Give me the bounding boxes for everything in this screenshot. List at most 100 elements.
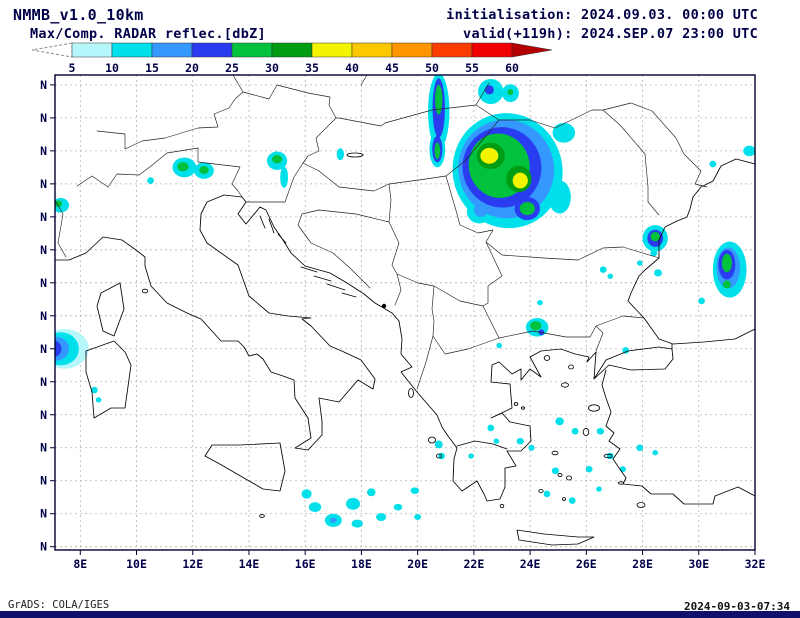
colorbar-tick-label: 20 (185, 61, 199, 75)
colorbar-box (71, 42, 113, 58)
lat-label: 47N (40, 144, 47, 158)
radar-echo (308, 502, 322, 513)
colorbar-box (271, 42, 313, 58)
radar-echo (95, 397, 102, 403)
lat-label: 48N (40, 111, 47, 125)
field-title: Max/Comp. RADAR reflec.[dbZ] (30, 26, 266, 42)
coast-marker (381, 303, 387, 309)
model-title: NMMB_v1.0_10km (13, 6, 144, 24)
colorbar-underflow-arrow (31, 42, 73, 58)
radar-echo (493, 438, 500, 444)
small-islands (141, 152, 646, 518)
radar-echo (199, 166, 209, 174)
colorbar-tick-label: 35 (305, 61, 319, 75)
island-crete (516, 529, 595, 546)
radar-echo (410, 487, 420, 494)
radar-echo (530, 321, 542, 331)
lat-label: 41N (40, 342, 47, 356)
radar-echo (596, 486, 602, 492)
radar-echo (435, 84, 443, 115)
lon-label: 14E (239, 557, 260, 571)
radar-echo (507, 89, 514, 96)
colorbar-tick-label: 5 (69, 61, 76, 75)
colorbar-tick-label: 50 (425, 61, 439, 75)
radar-echo (596, 427, 605, 435)
lat-label: 45N (40, 210, 47, 224)
coastline-black-sea (627, 158, 755, 345)
lat-label: 38N (40, 441, 47, 455)
initialisation-time: initialisation: 2024.09.03. 00:00 UTC (446, 7, 758, 23)
radar-echo (468, 453, 474, 459)
radar-echo (548, 180, 571, 214)
colorbar-box (231, 42, 273, 58)
lon-label: 22E (463, 557, 484, 571)
radar-echo (585, 465, 593, 473)
colorbar-box (191, 42, 233, 58)
colorbar-box (111, 42, 153, 58)
radar-echo (516, 437, 524, 445)
radar-echo (607, 273, 614, 279)
radar-echo (393, 503, 403, 511)
colorbar-box (471, 42, 513, 58)
radar-echo (652, 450, 659, 456)
radar-echo (622, 347, 630, 354)
radar-echo (496, 342, 502, 349)
island-corsica (96, 282, 125, 337)
lat-label: 44N (40, 243, 47, 257)
radar-echo (606, 452, 614, 460)
colorbar-tick-label: 10 (105, 61, 119, 75)
radar-echo (650, 232, 660, 242)
radar-echo (351, 519, 363, 528)
radar-echo (329, 517, 337, 523)
radar-echo (434, 142, 441, 160)
colorbar-box (431, 42, 473, 58)
radar-echo (55, 200, 63, 207)
radar-echo (280, 166, 289, 188)
radar-echo (571, 427, 579, 435)
strait-dardanelles (593, 351, 597, 380)
lon-label: 30E (688, 557, 709, 571)
island-sardinia (85, 340, 132, 419)
radar-echo (345, 497, 361, 510)
colorbar-overflow-arrow (511, 42, 553, 58)
radar-echo (537, 299, 543, 306)
colorbar-box (391, 42, 433, 58)
radar-echo (551, 467, 560, 475)
window-bottom-bar (0, 611, 800, 618)
lon-label: 24E (520, 557, 541, 571)
lat-label: 39N (40, 408, 47, 422)
colorbar-tick-label: 55 (465, 61, 479, 75)
radar-echo (599, 266, 607, 273)
colorbar-box (151, 42, 193, 58)
lat-label: 46N (40, 177, 47, 191)
lon-label: 32E (745, 557, 766, 571)
coastline-sea-of-marmara (593, 346, 674, 380)
radar-echo (722, 280, 731, 289)
lat-label: 35N (40, 540, 47, 554)
radar-echo (721, 253, 732, 273)
radar-echo (301, 489, 312, 499)
lat-label: 36N (40, 507, 47, 521)
radar-echo (336, 148, 344, 161)
radar-echoes (55, 75, 755, 528)
lat-label: 42N (40, 309, 47, 323)
radar-echo (543, 490, 551, 498)
radar-echo (650, 249, 658, 257)
radar-echo (619, 466, 626, 473)
radar-echo (367, 488, 376, 497)
lon-label: 10E (126, 557, 147, 571)
radar-echo (376, 513, 387, 521)
lon-label: 18E (351, 557, 372, 571)
radar-echo (552, 122, 576, 143)
valid-time: valid(+119h): 2024.SEP.07 23:00 UTC (463, 26, 758, 42)
coastline-turkey-aegean (601, 369, 755, 505)
axis-labels: 8E 10E 12E 14E 16E 18E 20E 22E 24E 26E 28E 30E 32E 35… (40, 78, 765, 571)
country-borders (55, 75, 708, 390)
colorbar: 5 10 15 20 25 30 35 40 45 50 55 60 (31, 42, 553, 75)
radar-echo (414, 514, 422, 520)
lat-label: 43N (40, 276, 47, 290)
lon-label: 16E (295, 557, 316, 571)
radar-echo (709, 160, 717, 168)
grads-credit: GrADS: COLA/IGES (8, 599, 110, 611)
